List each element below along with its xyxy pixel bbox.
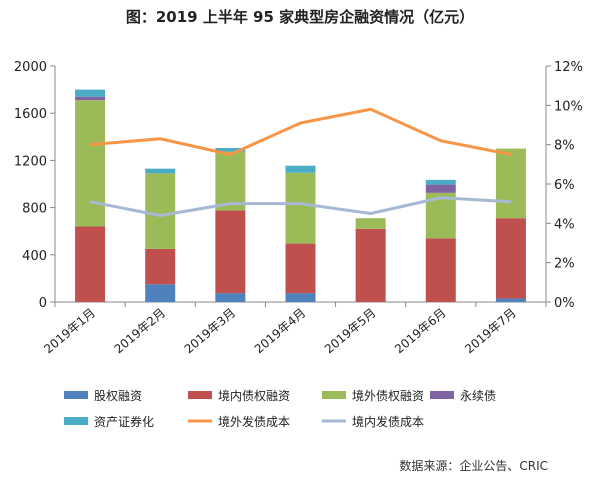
line-point <box>299 202 302 205</box>
bar-segment <box>75 100 106 227</box>
bar-segment <box>145 284 176 302</box>
y-tick-label: 800 <box>22 202 47 217</box>
line-point <box>89 143 91 146</box>
y2-tick-label: 12% <box>554 60 583 75</box>
line-point <box>439 196 442 199</box>
y2-tick-label: 6% <box>554 178 575 193</box>
line-point <box>439 139 442 142</box>
line-point <box>510 200 512 203</box>
line-point <box>159 214 162 217</box>
x-tick-label: 2019年7月 <box>462 306 519 357</box>
bar-segment <box>145 173 176 249</box>
y-tick-label: 2000 <box>14 60 47 75</box>
plot-area: 0 400 800 1200 1600 2000 0% 2% 4% 6% 8% 10% 12% 2019年… <box>14 60 583 356</box>
y-tick-label: 400 <box>22 249 47 264</box>
line-series <box>89 107 512 156</box>
line-point <box>89 200 91 203</box>
legend-swatch <box>188 391 212 399</box>
bar-segment <box>75 89 106 97</box>
bar-segment <box>355 228 386 302</box>
bar-segment <box>355 218 386 229</box>
y-tick-label: 1600 <box>14 107 47 122</box>
legend-label: 资产证券化 <box>94 414 154 429</box>
line-point <box>229 202 232 205</box>
legend-label: 股权融资 <box>94 389 142 403</box>
bar-segment <box>425 184 456 193</box>
bar-segment <box>75 96 106 101</box>
bar-segment <box>495 218 526 299</box>
y-tick-label: 1200 <box>14 154 47 169</box>
bar-segment <box>215 293 246 302</box>
y-tick-label: 0 <box>39 296 47 311</box>
bar-segment <box>425 179 456 185</box>
x-tick-label: 2019年3月 <box>182 306 239 357</box>
y2-tick-label: 0% <box>554 296 575 311</box>
y2-tick-label: 2% <box>554 257 575 272</box>
line-point <box>369 108 372 111</box>
legend-label: 境外发债成本 <box>218 414 290 429</box>
chart-title: 图：2019 上半年 95 家典型房企融资情况（亿元） <box>126 8 474 26</box>
bar-segment <box>495 148 526 219</box>
line-point <box>510 153 512 156</box>
source-note: 数据来源：企业公告、CRIC <box>399 458 548 473</box>
y2-tick-label: 10% <box>554 99 583 114</box>
x-tick-label: 2019年4月 <box>252 306 309 357</box>
y2-tick-label: 4% <box>554 217 575 232</box>
line-point <box>299 122 302 124</box>
bar-segment <box>145 248 176 285</box>
x-tick-label: 2019年2月 <box>112 306 169 357</box>
bar-segment <box>285 172 316 244</box>
bar-segment <box>285 165 316 173</box>
legend-label: 境外债权融资 <box>352 388 424 403</box>
bar-segment <box>495 298 526 302</box>
bar-segment <box>425 238 456 302</box>
legend-swatch <box>64 417 88 425</box>
bar-segment <box>215 210 246 294</box>
legend-swatch <box>322 391 346 399</box>
x-tick-label: 2019年6月 <box>392 306 449 357</box>
line-point <box>159 137 162 140</box>
legend-swatch <box>430 391 454 399</box>
bar-segment <box>285 293 316 302</box>
legend-label: 境内发债成本 <box>352 414 424 429</box>
bar-segment <box>145 168 176 174</box>
bar-segment <box>285 243 316 294</box>
legend-swatch <box>64 391 88 399</box>
y2-tick-label: 8% <box>554 139 575 154</box>
line-point <box>369 212 372 215</box>
line-point <box>229 153 232 156</box>
bar-segment <box>75 226 106 302</box>
bar-segment <box>215 148 246 152</box>
legend-label: 永续债 <box>460 389 496 403</box>
x-tick-label: 2019年1月 <box>41 306 98 357</box>
bar-segment <box>215 151 246 211</box>
legend-label: 境内债权融资 <box>218 388 290 403</box>
x-tick-label: 2019年5月 <box>322 306 379 357</box>
